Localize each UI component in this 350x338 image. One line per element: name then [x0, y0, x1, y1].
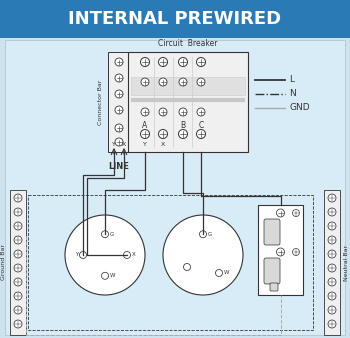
Bar	[108, 52, 130, 152]
Bar	[131, 77, 245, 95]
Circle shape	[196, 57, 205, 67]
Text: Neutral Bar: Neutral Bar	[343, 244, 349, 281]
Circle shape	[14, 306, 22, 314]
Circle shape	[159, 78, 167, 86]
Bar	[10, 190, 26, 335]
Text: X: X	[132, 252, 136, 258]
Circle shape	[14, 208, 22, 216]
Circle shape	[276, 248, 285, 256]
Circle shape	[14, 236, 22, 244]
Circle shape	[328, 292, 336, 300]
Circle shape	[179, 78, 187, 86]
Circle shape	[140, 129, 149, 139]
Circle shape	[159, 108, 167, 116]
Text: X: X	[161, 142, 165, 146]
Circle shape	[102, 231, 108, 238]
Circle shape	[124, 251, 131, 259]
Text: X: X	[122, 142, 126, 146]
Circle shape	[197, 78, 205, 86]
Circle shape	[328, 320, 336, 328]
Circle shape	[178, 129, 188, 139]
Text: Y: Y	[143, 142, 147, 146]
Bar	[128, 52, 248, 152]
Circle shape	[293, 248, 300, 256]
Circle shape	[328, 278, 336, 286]
Circle shape	[14, 222, 22, 230]
Bar	[28, 195, 313, 330]
Text: Circuit  Breaker: Circuit Breaker	[158, 39, 218, 48]
Bar	[5, 40, 345, 335]
Bar	[0, 0, 350, 38]
Circle shape	[14, 320, 22, 328]
Circle shape	[65, 215, 145, 295]
Circle shape	[179, 108, 187, 116]
Circle shape	[79, 251, 86, 259]
Circle shape	[216, 269, 223, 276]
Circle shape	[276, 209, 285, 217]
Text: G: G	[110, 232, 114, 237]
Text: B: B	[181, 121, 186, 129]
Circle shape	[115, 106, 123, 114]
Circle shape	[328, 222, 336, 230]
Text: C: C	[198, 121, 204, 129]
Text: Connector Bar: Connector Bar	[98, 79, 104, 125]
Circle shape	[159, 129, 168, 139]
Circle shape	[328, 250, 336, 258]
Circle shape	[328, 306, 336, 314]
Circle shape	[159, 57, 168, 67]
Circle shape	[163, 215, 243, 295]
Circle shape	[140, 57, 149, 67]
Text: L: L	[289, 75, 294, 84]
Circle shape	[102, 272, 108, 279]
Circle shape	[141, 108, 149, 116]
FancyBboxPatch shape	[270, 283, 278, 291]
FancyBboxPatch shape	[264, 219, 280, 245]
FancyBboxPatch shape	[264, 258, 280, 284]
Text: A: A	[142, 121, 148, 129]
Circle shape	[14, 264, 22, 272]
Circle shape	[328, 194, 336, 202]
Text: Ground Bar: Ground Bar	[1, 244, 7, 281]
Circle shape	[328, 208, 336, 216]
Circle shape	[115, 58, 123, 66]
Bar	[258, 205, 303, 295]
Circle shape	[183, 264, 190, 270]
Circle shape	[199, 231, 206, 238]
Circle shape	[14, 194, 22, 202]
Text: INTERNAL PREWIRED: INTERNAL PREWIRED	[69, 10, 281, 28]
Circle shape	[178, 57, 188, 67]
Circle shape	[141, 78, 149, 86]
Text: W: W	[110, 273, 116, 278]
Circle shape	[14, 292, 22, 300]
Bar	[324, 190, 340, 335]
Text: LINE: LINE	[108, 162, 130, 171]
Circle shape	[293, 210, 300, 217]
Circle shape	[14, 278, 22, 286]
Circle shape	[14, 250, 22, 258]
Circle shape	[197, 108, 205, 116]
Text: W: W	[224, 270, 230, 275]
Circle shape	[328, 236, 336, 244]
Circle shape	[328, 264, 336, 272]
Circle shape	[196, 129, 205, 139]
Text: G: G	[208, 232, 212, 237]
Circle shape	[115, 74, 123, 82]
Text: N: N	[289, 90, 296, 98]
Circle shape	[115, 124, 123, 132]
Text: Y: Y	[112, 142, 116, 146]
Text: Y: Y	[75, 252, 78, 258]
Circle shape	[115, 138, 123, 146]
Text: GND: GND	[289, 103, 310, 113]
Circle shape	[115, 90, 123, 98]
